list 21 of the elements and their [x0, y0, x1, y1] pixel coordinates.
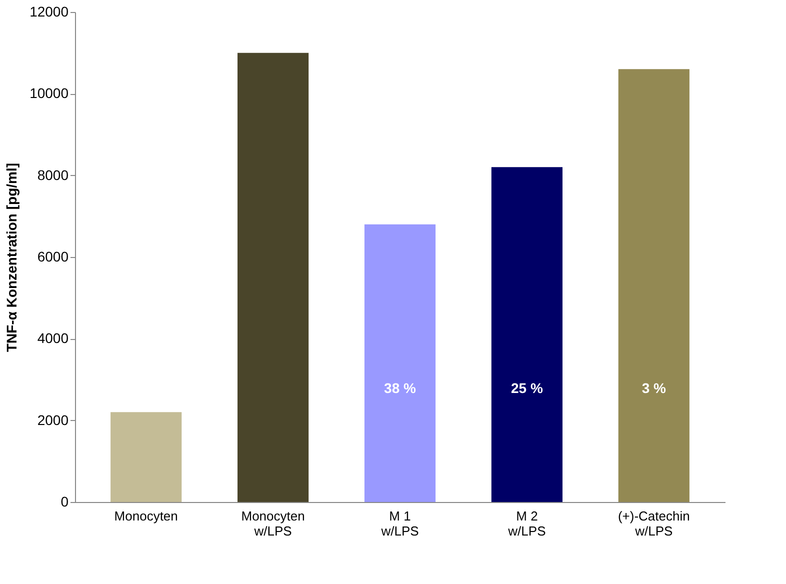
y-axis-title: TNF-α Konzentration [pg/ml]: [4, 162, 20, 352]
x-tick-label: Monocyten w/LPS: [241, 508, 305, 538]
bar: [364, 224, 436, 502]
y-tick-label: 10000: [30, 85, 69, 102]
y-tick-label: 2000: [37, 412, 69, 428]
x-tick-label: (+)-Catechin w/LPS: [618, 508, 690, 538]
annotation: 38 %: [384, 380, 416, 396]
x-tick-label: Monocyten: [114, 508, 178, 524]
x-tick-label: M 1 w/LPS: [380, 508, 420, 538]
bar: [238, 52, 309, 502]
bar: [491, 167, 562, 502]
x-tick-label: M 2 w/LPS: [507, 508, 546, 538]
y-tick-label: 4000: [37, 330, 69, 346]
annotation: 25 %: [510, 380, 544, 396]
y-tick-label: 6000: [37, 248, 69, 264]
bar: [110, 412, 182, 502]
y-tick-label: 12000: [30, 4, 69, 20]
y-tick-label: 0: [60, 494, 69, 510]
bar: [618, 69, 690, 502]
y-tick-label: 8000: [37, 166, 69, 183]
annotation: 3 %: [642, 380, 667, 396]
